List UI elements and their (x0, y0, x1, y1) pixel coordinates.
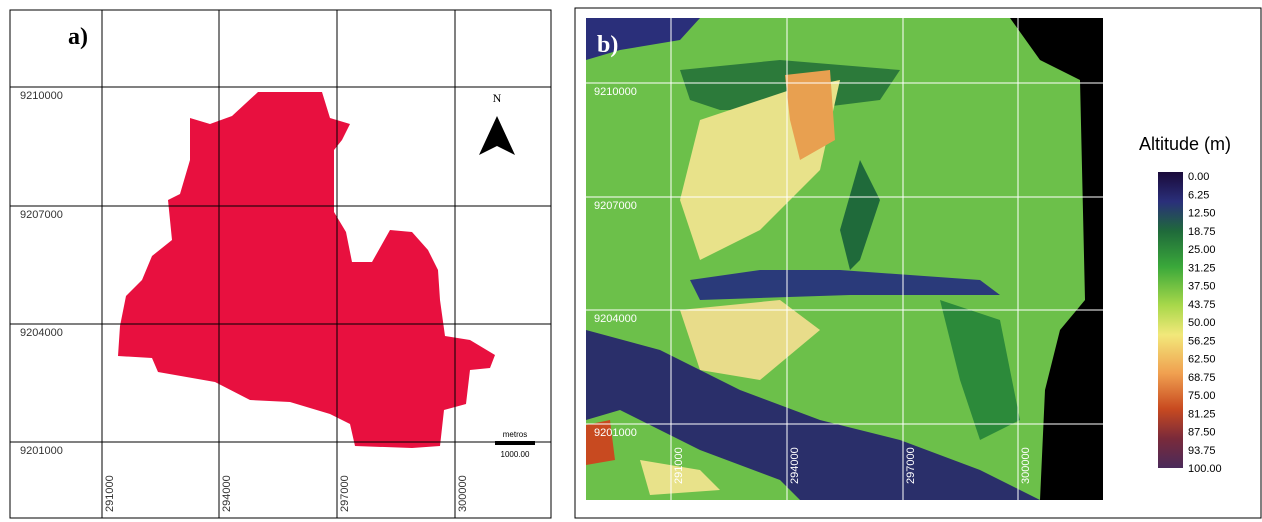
legend-label: 6.25 (1188, 189, 1209, 201)
northing-label: 9207000 (20, 209, 63, 221)
easting-label: 300000 (1020, 447, 1032, 484)
legend-label: 50.00 (1188, 317, 1216, 329)
legend-label: 43.75 (1188, 299, 1216, 311)
panel-b: b) Altitude (m) 0.00 6.25 12.50 18.75 25.00 3… (575, 8, 1261, 518)
panel-label: a) (68, 24, 88, 50)
northing-label: 9204000 (594, 313, 637, 325)
scale-length: 1000.00 (501, 450, 530, 459)
easting-label: 291000 (104, 475, 116, 512)
panel-label: b) (597, 32, 618, 58)
legend-label: 87.50 (1188, 427, 1216, 439)
easting-label: 294000 (789, 447, 801, 484)
northing-label: 9201000 (20, 445, 63, 457)
northing-label: 9204000 (20, 327, 63, 339)
legend-label: 0.00 (1188, 171, 1209, 183)
legend-label: 75.00 (1188, 390, 1216, 402)
northing-label: 9207000 (594, 200, 637, 212)
legend-label: 81.25 (1188, 408, 1216, 420)
legend-label: 93.75 (1188, 445, 1216, 457)
legend-ramp (1158, 172, 1183, 468)
scale-unit: metros (503, 430, 527, 439)
legend-label: 56.25 (1188, 335, 1216, 347)
easting-label: 297000 (339, 475, 351, 512)
northing-label: 9201000 (594, 427, 637, 439)
legend-label: 12.50 (1188, 208, 1216, 220)
legend-label: 31.25 (1188, 262, 1216, 274)
northing-label: 9210000 (594, 86, 637, 98)
legend-label: 62.50 (1188, 354, 1216, 366)
legend-label: 25.00 (1188, 244, 1216, 256)
easting-label: 294000 (221, 475, 233, 512)
northing-label: 9210000 (20, 90, 63, 102)
figure: a) N metros 1000.00 b) Altitude (m) (0, 0, 1262, 522)
easting-label: 291000 (673, 447, 685, 484)
legend-title: Altitude (m) (1139, 134, 1231, 154)
scale-bar (495, 441, 535, 445)
easting-label: 300000 (457, 475, 469, 512)
north-label: N (493, 91, 502, 105)
panel-a: a) N metros 1000.00 (10, 10, 551, 518)
legend-label: 18.75 (1188, 226, 1216, 238)
legend-label: 68.75 (1188, 372, 1216, 384)
legend-label: 37.50 (1188, 281, 1216, 293)
easting-label: 297000 (905, 447, 917, 484)
dem (586, 18, 1085, 500)
legend-label: 100.00 (1188, 463, 1222, 475)
